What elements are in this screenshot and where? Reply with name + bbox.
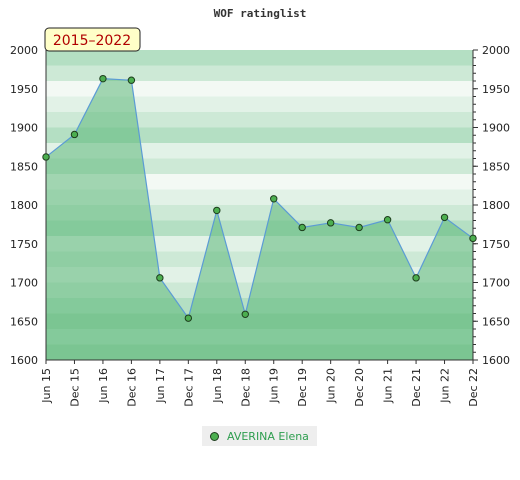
y-axis-right: 1600 1650 1700 1750 1800 1850 1900 1950 2000 [473, 44, 510, 367]
area-fill [45, 78, 474, 361]
x-tick-label: Dec 16 [125, 368, 138, 407]
y-tick-label-left: 1650 [10, 315, 38, 328]
x-tick-label: Dec 22 [467, 368, 480, 407]
x-tick-label: Dec 15 [68, 368, 81, 407]
band-16 [46, 96, 473, 112]
data-point [355, 223, 363, 232]
band-19 [46, 50, 473, 66]
band-15 [46, 112, 473, 128]
x-tick-label: Dec 20 [353, 368, 366, 407]
y-tick-label-left: 1950 [10, 83, 38, 96]
y-tick-label-right: 1600 [482, 354, 510, 367]
period-badge: 2015–2022 [44, 27, 141, 52]
x-tick-label: Jun 16 [97, 368, 110, 404]
x-tick-label: Dec 18 [239, 368, 252, 407]
x-tick-label: Jun 17 [154, 368, 167, 404]
x-tick-label: Jun 21 [382, 368, 395, 404]
data-point [298, 223, 306, 232]
x-tick-label: Jun 22 [439, 368, 452, 404]
data-point [326, 219, 335, 227]
legend: AVERINA Elena [202, 426, 317, 446]
data-point [412, 274, 420, 282]
y-tick-label-right: 2000 [482, 44, 510, 57]
x-tick-label: Dec 19 [296, 368, 309, 407]
y-axis-left: 1600 1650 1700 1750 1800 1850 1900 1950 2000 [10, 44, 38, 367]
data-point [127, 76, 136, 84]
x-tick-label: Jun 15 [40, 368, 53, 404]
legend-marker-icon [210, 431, 219, 441]
chart-title: WOF ratinglist [214, 7, 307, 20]
data-point [383, 216, 392, 224]
y-tick-label-left: 1700 [10, 277, 38, 290]
band-11 [46, 174, 473, 190]
x-tick-label: Jun 19 [268, 368, 281, 404]
area-path [46, 78, 473, 361]
legend-label: AVERINA Elena [227, 429, 309, 443]
series-line [45, 78, 474, 320]
data-point [99, 74, 107, 83]
x-tick-label: Dec 17 [182, 368, 195, 407]
y-tick-label-left: 1800 [10, 199, 38, 212]
band-17 [46, 81, 473, 97]
x-tick-label: Dec 21 [410, 368, 423, 407]
y-tick-label-left: 1850 [10, 160, 38, 173]
data-point [42, 153, 50, 161]
data-point [70, 130, 79, 139]
y-tick-label-right: 1900 [482, 122, 510, 135]
data-point [241, 310, 249, 318]
band-12 [46, 158, 473, 174]
data-points [42, 74, 477, 322]
y-tick-label-left: 1600 [10, 354, 38, 367]
y-tick-label-right: 1750 [482, 238, 510, 251]
band-13 [46, 143, 473, 159]
y-tick-label-right: 1700 [482, 277, 510, 290]
x-axis: Jun 15 Dec 15 Jun 16 Dec 16 Jun 17 Dec 17 Jun … [40, 360, 480, 407]
data-point [270, 195, 278, 203]
band-18 [46, 65, 473, 81]
data-point [469, 234, 477, 243]
y-tick-label-left: 1750 [10, 238, 38, 251]
y-tick-label-right: 1850 [482, 160, 510, 173]
x-tick-label: Jun 18 [211, 368, 224, 404]
data-point [440, 213, 449, 222]
band-10 [46, 189, 473, 205]
band-9 [46, 205, 473, 221]
y-tick-label-left: 1900 [10, 122, 38, 135]
y-tick-label-right: 1800 [482, 199, 510, 212]
data-point [156, 274, 164, 282]
y-tick-label-right: 1650 [482, 315, 510, 328]
y-tick-label-left: 2000 [10, 44, 38, 57]
period-badge-text: 2015–2022 [53, 33, 131, 49]
y-tick-label-right: 1950 [482, 83, 510, 96]
x-tick-label: Jun 20 [325, 368, 338, 404]
band-14 [46, 127, 473, 143]
data-point [184, 314, 193, 322]
data-point [213, 206, 221, 215]
